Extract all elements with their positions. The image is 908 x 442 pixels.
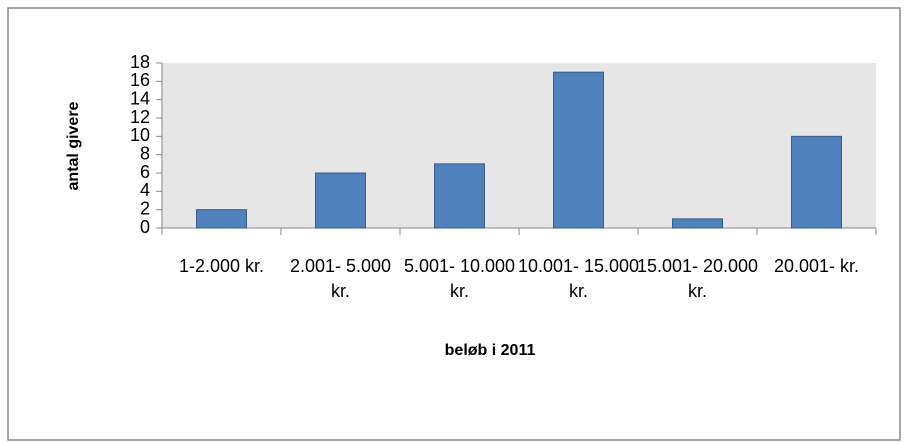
x-tick-label: 1-2.000 kr. [178, 256, 265, 276]
bar [791, 135, 842, 229]
y-tick-label: 12 [130, 107, 150, 127]
x-tick-label: 10.001- 15.000 kr. [517, 256, 640, 301]
y-axis-label: antal givere [65, 101, 82, 190]
x-tick-label: 2.001- 5.000 kr. [289, 256, 392, 301]
x-tick-label: 5.001- 10.000 kr. [403, 256, 516, 301]
bar [196, 209, 247, 229]
y-tick-label: 8 [140, 143, 150, 163]
x-tick-label: 15.001- 20.000 kr. [636, 256, 759, 301]
bar [315, 172, 366, 229]
bar [434, 163, 485, 229]
y-tick-label: 16 [130, 70, 150, 90]
x-tick-label-box: 1-2.000 kr. [178, 256, 265, 276]
x-tick-label-box: 5.001- 10.000 kr. [403, 256, 516, 301]
y-tick-label: 14 [130, 88, 150, 108]
x-axis-label: beløb i 2011 [445, 342, 536, 359]
y-tick-label: 10 [130, 125, 150, 145]
x-tick-label-box: 15.001- 20.000 kr. [636, 256, 759, 301]
y-tick-label: 2 [140, 198, 150, 218]
y-tick-label: 4 [140, 180, 150, 200]
y-tick-label: 0 [140, 217, 150, 237]
bar [553, 71, 604, 229]
bar [672, 218, 723, 229]
y-tick-label: 6 [140, 162, 150, 182]
plot-area [162, 63, 876, 228]
x-tick-label-box: 2.001- 5.000 kr. [289, 256, 392, 301]
x-tick-label-box: 20.001- kr. [773, 256, 860, 276]
x-tick-label-box: 10.001- 15.000 kr. [517, 256, 640, 301]
y-tick-label: 18 [130, 52, 150, 72]
x-tick-label: 20.001- kr. [773, 256, 860, 276]
